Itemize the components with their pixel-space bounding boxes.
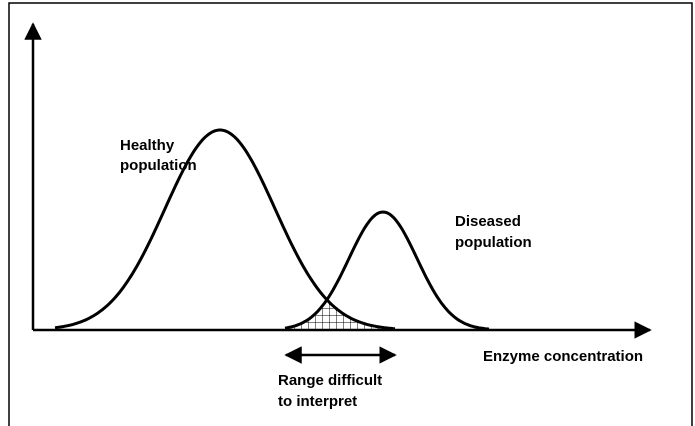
diseased-curve bbox=[284, 210, 490, 331]
range-label: to interpret bbox=[278, 393, 357, 410]
healthy-label: Healthy bbox=[120, 137, 175, 154]
x-axis-label: Enzyme concentration bbox=[483, 348, 643, 365]
healthy-curve bbox=[54, 128, 396, 331]
diseased-label: population bbox=[455, 234, 532, 251]
healthy-label: population bbox=[120, 157, 197, 174]
frame bbox=[8, 2, 693, 426]
diseased-label: Diseased bbox=[455, 213, 521, 230]
range-label: Range difficult bbox=[278, 372, 382, 389]
